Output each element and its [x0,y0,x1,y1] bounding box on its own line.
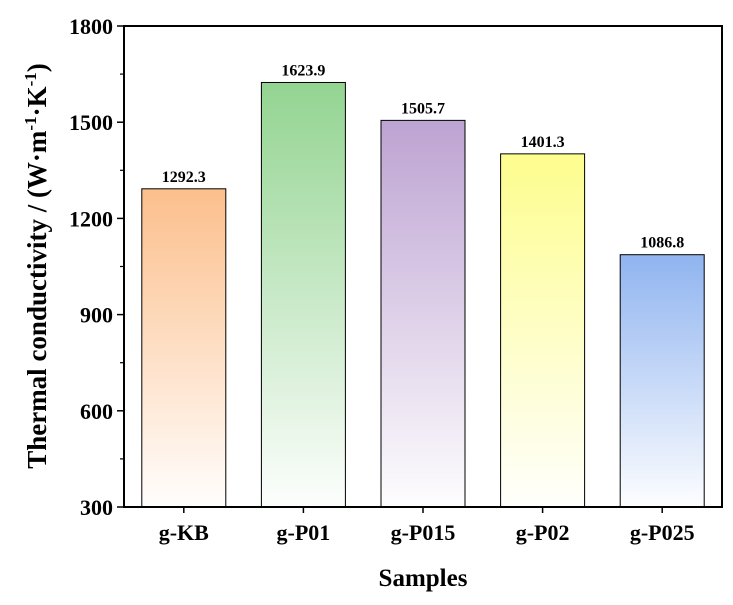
y-tick-label-1500: 1500 [69,110,113,135]
data-label-g-kb: 1292.3 [162,169,206,186]
y-tick-label-600: 600 [80,399,113,424]
x-tick-label-g-kb: g-KB [159,520,209,545]
data-label-g-p01: 1623.9 [281,62,325,79]
bar-g-p015 [380,119,466,508]
bar-g-p01 [260,81,346,508]
y-tick-label-1800: 1800 [69,14,113,39]
x-tick-label-g-p01: g-P01 [277,520,331,545]
data-label-g-p02: 1401.3 [521,134,565,151]
data-label-g-p015: 1505.7 [401,100,445,117]
data-label-g-p025: 1086.8 [640,235,684,252]
y-tick-label-300: 300 [80,495,113,520]
bar-g-p025 [619,254,705,508]
x-tick-label-g-p02: g-P02 [516,520,570,545]
x-axis-title: Samples [379,565,468,592]
y-tick-label-1200: 1200 [69,206,113,231]
y-axis-title: Thermal conductivity / (W·m-1·K-1) [21,63,52,469]
bar-g-kb [141,188,227,508]
y-tick-label-900: 900 [80,303,113,328]
x-tick-label-g-p015: g-P015 [391,520,456,545]
x-tick-label-g-p025: g-P025 [630,520,695,545]
bar-g-p02 [500,153,586,508]
